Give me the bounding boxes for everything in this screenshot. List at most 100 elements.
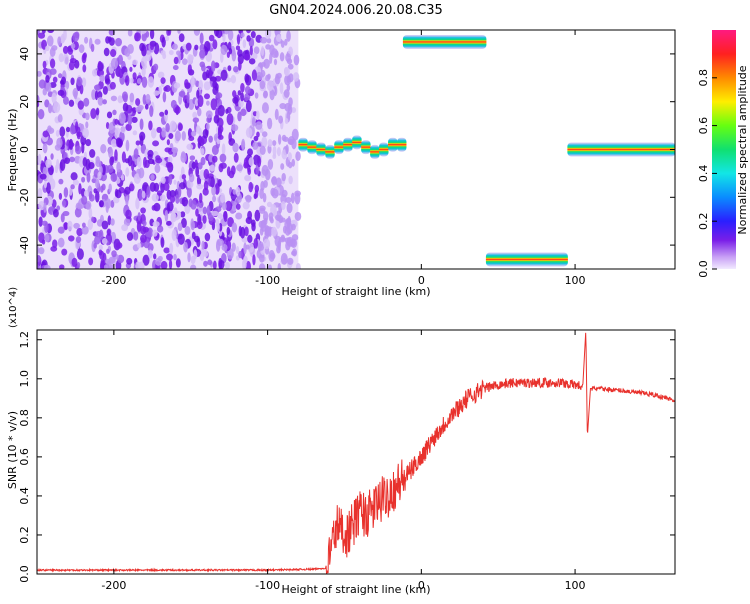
noise-speckle [142, 226, 149, 233]
noise-speckle [295, 151, 301, 162]
noise-speckle [96, 219, 103, 227]
noise-speckle [196, 183, 204, 190]
noise-speckle [115, 242, 123, 249]
noise-speckle [120, 126, 126, 134]
noise-speckle [206, 205, 211, 217]
noise-speckle [276, 245, 281, 254]
noise-speckle [94, 38, 101, 45]
noise-speckle [248, 157, 255, 167]
spectrogram-ytick-label: -20 [18, 188, 31, 206]
noise-speckle [135, 197, 140, 210]
noise-speckle [72, 179, 79, 186]
noise-speckle [161, 127, 167, 138]
noise-speckle [265, 30, 272, 39]
noise-speckle [153, 182, 160, 192]
noise-speckle [244, 175, 251, 181]
noise-speckle [235, 45, 241, 51]
noise-speckle [238, 60, 242, 71]
noise-speckle [62, 211, 70, 217]
noise-speckle [236, 164, 243, 172]
noise-speckle [78, 183, 82, 195]
snr-xtick-label: -200 [101, 579, 126, 592]
noise-speckle [70, 77, 75, 86]
snr-series [37, 332, 675, 574]
noise-speckle [108, 146, 114, 159]
colorbar-tick-label: 0.6 [697, 117, 710, 135]
noise-speckle [74, 59, 80, 69]
noise-speckle [284, 102, 292, 112]
noise-speckle [148, 120, 153, 131]
frequency-band [370, 144, 380, 159]
snr-panel: -200 -100 0 100 0.0 0.2 0.4 0.6 0.8 1.0 1.2 Height… [6, 287, 676, 596]
noise-speckle [259, 205, 266, 212]
noise-speckle [69, 124, 76, 135]
noise-speckle [62, 45, 69, 54]
snr-ytick-label: 0.4 [18, 487, 31, 505]
noise-speckle [192, 111, 198, 119]
noise-speckle [112, 109, 117, 116]
noise-speckle [95, 156, 100, 164]
noise-speckle [132, 130, 138, 136]
noise-speckle [244, 226, 249, 237]
noise-speckle [170, 99, 177, 109]
noise-speckle [184, 226, 191, 235]
noise-speckle [147, 249, 153, 259]
noise-speckle [141, 66, 146, 77]
frequency-bands [298, 34, 675, 267]
noise-speckle [102, 86, 108, 95]
noise-speckle [140, 56, 147, 68]
noise-speckle [225, 200, 233, 212]
snr-axes: -200 -100 0 100 0.0 0.2 0.4 0.6 0.8 1.0 1.2 [18, 330, 675, 592]
noise-speckle [153, 63, 159, 71]
noise-speckle [88, 207, 93, 219]
noise-speckle [188, 173, 195, 183]
noise-speckle [155, 157, 163, 164]
noise-speckle [212, 195, 217, 203]
noise-speckle [86, 172, 91, 183]
noise-speckle [233, 66, 239, 73]
noise-speckle [186, 91, 190, 104]
noise-speckle [225, 108, 229, 114]
noise-speckle [63, 54, 70, 65]
noise-speckle [110, 156, 115, 163]
noise-speckle [226, 226, 231, 236]
noise-speckle [243, 242, 247, 255]
noise-speckle [267, 117, 273, 130]
noise-speckle [220, 194, 226, 203]
noise-speckle [110, 172, 118, 182]
noise-speckle [76, 248, 84, 260]
noise-speckle [166, 253, 173, 261]
noise-speckle [78, 44, 85, 54]
noise-speckle [89, 190, 93, 200]
noise-speckle [247, 234, 253, 244]
noise-speckle [160, 260, 168, 269]
noise-speckle [291, 107, 297, 114]
noise-speckle [238, 225, 242, 237]
noise-speckle [244, 86, 251, 94]
spectrogram-xlabel: Height of straight line (km) [281, 285, 430, 298]
noise-speckle [256, 131, 260, 138]
noise-speckle [206, 100, 210, 106]
noise-speckle [38, 232, 45, 244]
noise-speckle [63, 222, 68, 231]
noise-speckle [82, 64, 87, 73]
noise-speckle [57, 36, 62, 46]
noise-speckle [57, 89, 65, 96]
noise-speckle [235, 186, 241, 197]
noise-speckle [165, 122, 170, 133]
noise-speckle [231, 222, 238, 233]
noise-speckle [294, 192, 301, 205]
noise-speckle [247, 148, 253, 156]
noise-speckle [97, 171, 102, 180]
noise-speckle [153, 253, 157, 260]
noise-speckle [187, 63, 192, 75]
noise-speckle [133, 231, 139, 241]
noise-speckle [223, 30, 230, 35]
noise-speckle [284, 237, 292, 244]
noise-speckle [195, 208, 199, 217]
noise-speckle [290, 192, 295, 204]
noise-speckle [37, 188, 43, 198]
noise-speckle [74, 145, 82, 155]
noise-speckle [111, 250, 117, 258]
